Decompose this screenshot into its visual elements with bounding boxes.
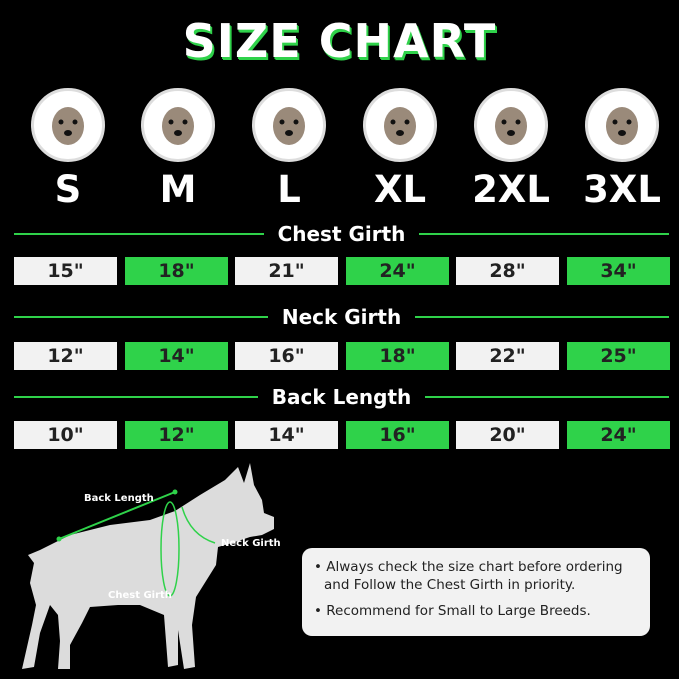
measurement-cell: 34" bbox=[567, 257, 670, 285]
note-item: • Always check the size chart before ord… bbox=[314, 559, 623, 593]
dog-photo-french-bulldog bbox=[252, 88, 326, 162]
size-label: L bbox=[277, 168, 301, 211]
notes-box: • Always check the size chart before ord… bbox=[302, 548, 650, 636]
note-text: Always check the size chart before order… bbox=[324, 559, 623, 593]
dog-photo-doberman bbox=[585, 88, 659, 162]
divider bbox=[14, 233, 264, 235]
note-text: Recommend for Small to Large Breeds. bbox=[326, 603, 591, 619]
dog-photo-shih-tzu bbox=[141, 88, 215, 162]
divider bbox=[14, 316, 268, 318]
section-title: Neck Girth bbox=[281, 305, 402, 329]
section-header: Back Length bbox=[14, 385, 669, 409]
section-header: Neck Girth bbox=[14, 305, 670, 329]
measurement-cell: 25" bbox=[567, 342, 670, 370]
divider bbox=[425, 396, 669, 398]
note-item: • Recommend for Small to Large Breeds. bbox=[314, 603, 591, 619]
chest-girth-label: Chest Girth bbox=[108, 590, 172, 601]
section-title: Back Length bbox=[271, 385, 412, 409]
dog-face-icon bbox=[273, 107, 305, 145]
section-title: Chest Girth bbox=[277, 222, 406, 246]
divider bbox=[415, 316, 670, 318]
page-title: SIZE CHART bbox=[182, 14, 497, 68]
measurement-cell: 21" bbox=[235, 257, 338, 285]
measurement-cell: 10" bbox=[14, 421, 117, 449]
divider bbox=[14, 396, 258, 398]
divider bbox=[419, 233, 669, 235]
neck-girth-label: Neck Girth bbox=[221, 538, 281, 549]
size-label: XL bbox=[373, 168, 427, 211]
size-label: M bbox=[159, 168, 197, 211]
measurement-cell: 14" bbox=[235, 421, 338, 449]
size-label: 3XL bbox=[583, 168, 661, 211]
measurement-cell: 18" bbox=[346, 342, 449, 370]
back-length-label: Back Length bbox=[84, 493, 154, 504]
dog-photo-border-collie bbox=[474, 88, 548, 162]
dog-face-icon bbox=[495, 107, 527, 145]
measurement-cell: 24" bbox=[346, 257, 449, 285]
dog-face-icon bbox=[384, 107, 416, 145]
dog-face-icon bbox=[162, 107, 194, 145]
measurement-cell: 12" bbox=[125, 421, 228, 449]
measurement-cell: 20" bbox=[456, 421, 559, 449]
dog-face-icon bbox=[606, 107, 638, 145]
measurement-cell: 28" bbox=[456, 257, 559, 285]
measurement-cell: 12" bbox=[14, 342, 117, 370]
section-header: Chest Girth bbox=[14, 222, 669, 246]
dog-silhouette-icon bbox=[22, 463, 274, 669]
size-label: 2XL bbox=[472, 168, 550, 211]
measurement-cell: 24" bbox=[567, 421, 670, 449]
size-label: S bbox=[54, 168, 82, 211]
measurement-cell: 22" bbox=[456, 342, 559, 370]
measurement-cell: 18" bbox=[125, 257, 228, 285]
dog-silhouette-diagram bbox=[22, 463, 274, 669]
dog-photo-chihuahua bbox=[31, 88, 105, 162]
dog-face-icon bbox=[52, 107, 84, 145]
measurement-cell: 14" bbox=[125, 342, 228, 370]
measurement-cell: 15" bbox=[14, 257, 117, 285]
measurement-cell: 16" bbox=[346, 421, 449, 449]
dog-photo-beagle bbox=[363, 88, 437, 162]
measurement-cell: 16" bbox=[235, 342, 338, 370]
